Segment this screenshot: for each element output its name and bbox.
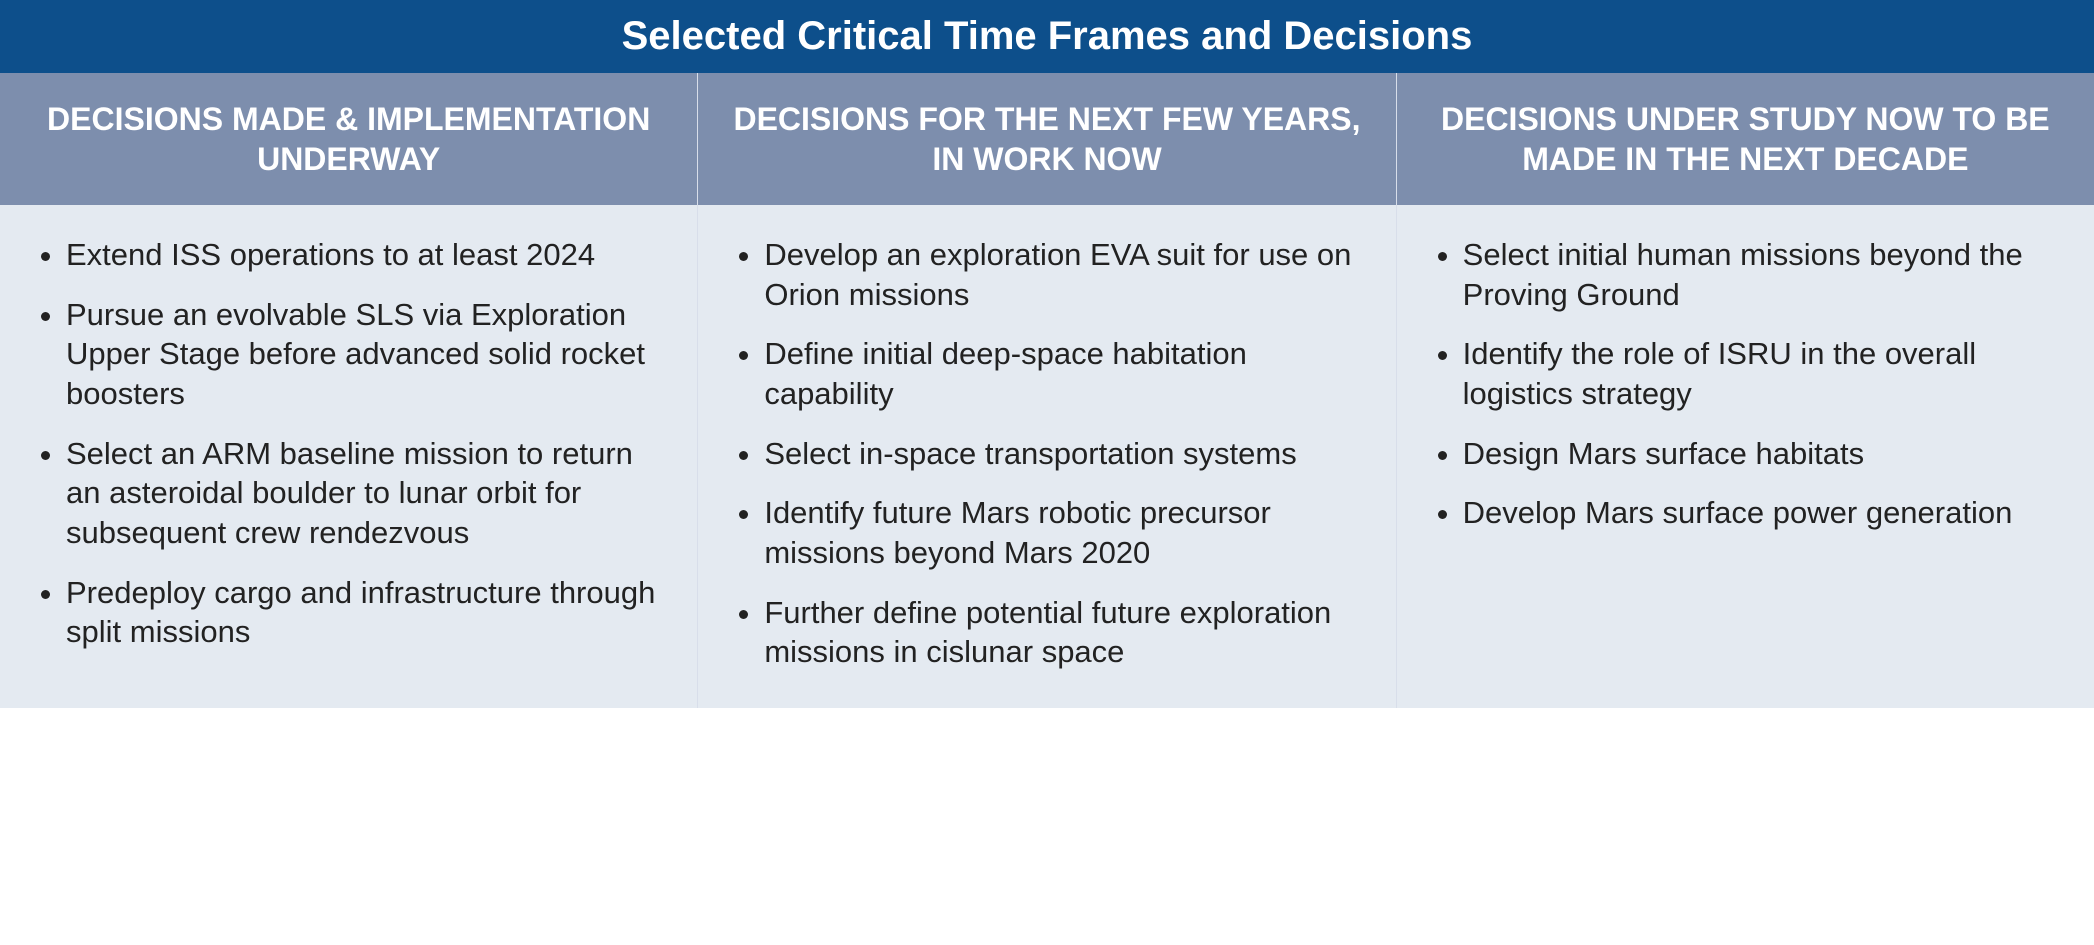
list-item: Further define potential future explorat…: [764, 593, 1367, 672]
list-item: Develop an exploration EVA suit for use …: [764, 235, 1367, 314]
column-body-2: Select initial human missions beyond the…: [1397, 205, 2094, 708]
column-header-1: DECISIONS FOR THE NEXT FEW YEARS, IN WOR…: [698, 73, 1396, 205]
list-item: Select an ARM baseline mission to return…: [66, 434, 669, 553]
bullet-list-2: Select initial human missions beyond the…: [1425, 235, 2066, 533]
list-item: Design Mars surface habitats: [1463, 434, 2066, 474]
column-body-1: Develop an exploration EVA suit for use …: [698, 205, 1396, 708]
table-title: Selected Critical Time Frames and Decisi…: [0, 0, 2094, 73]
list-item: Pursue an evolvable SLS via Exploration …: [66, 295, 669, 414]
list-item: Define initial deep-space habitation cap…: [764, 334, 1367, 413]
list-item: Develop Mars surface power generation: [1463, 493, 2066, 533]
list-item: Select in-space transportation systems: [764, 434, 1367, 474]
column-header-2: DECISIONS UNDER STUDY NOW TO BE MADE IN …: [1397, 73, 2094, 205]
list-item: Identify future Mars robotic precursor m…: [764, 493, 1367, 572]
column-body-0: Extend ISS operations to at least 2024 P…: [0, 205, 698, 708]
table-header-row: DECISIONS MADE & IMPLEMENTATION UNDERWAY…: [0, 73, 2094, 205]
list-item: Identify the role of ISRU in the overall…: [1463, 334, 2066, 413]
bullet-list-0: Extend ISS operations to at least 2024 P…: [28, 235, 669, 652]
list-item: Extend ISS operations to at least 2024: [66, 235, 669, 275]
decisions-table: Selected Critical Time Frames and Decisi…: [0, 0, 2094, 708]
table-body-row: Extend ISS operations to at least 2024 P…: [0, 205, 2094, 708]
bullet-list-1: Develop an exploration EVA suit for use …: [726, 235, 1367, 672]
list-item: Predeploy cargo and infrastructure throu…: [66, 573, 669, 652]
list-item: Select initial human missions beyond the…: [1463, 235, 2066, 314]
column-header-0: DECISIONS MADE & IMPLEMENTATION UNDERWAY: [0, 73, 698, 205]
